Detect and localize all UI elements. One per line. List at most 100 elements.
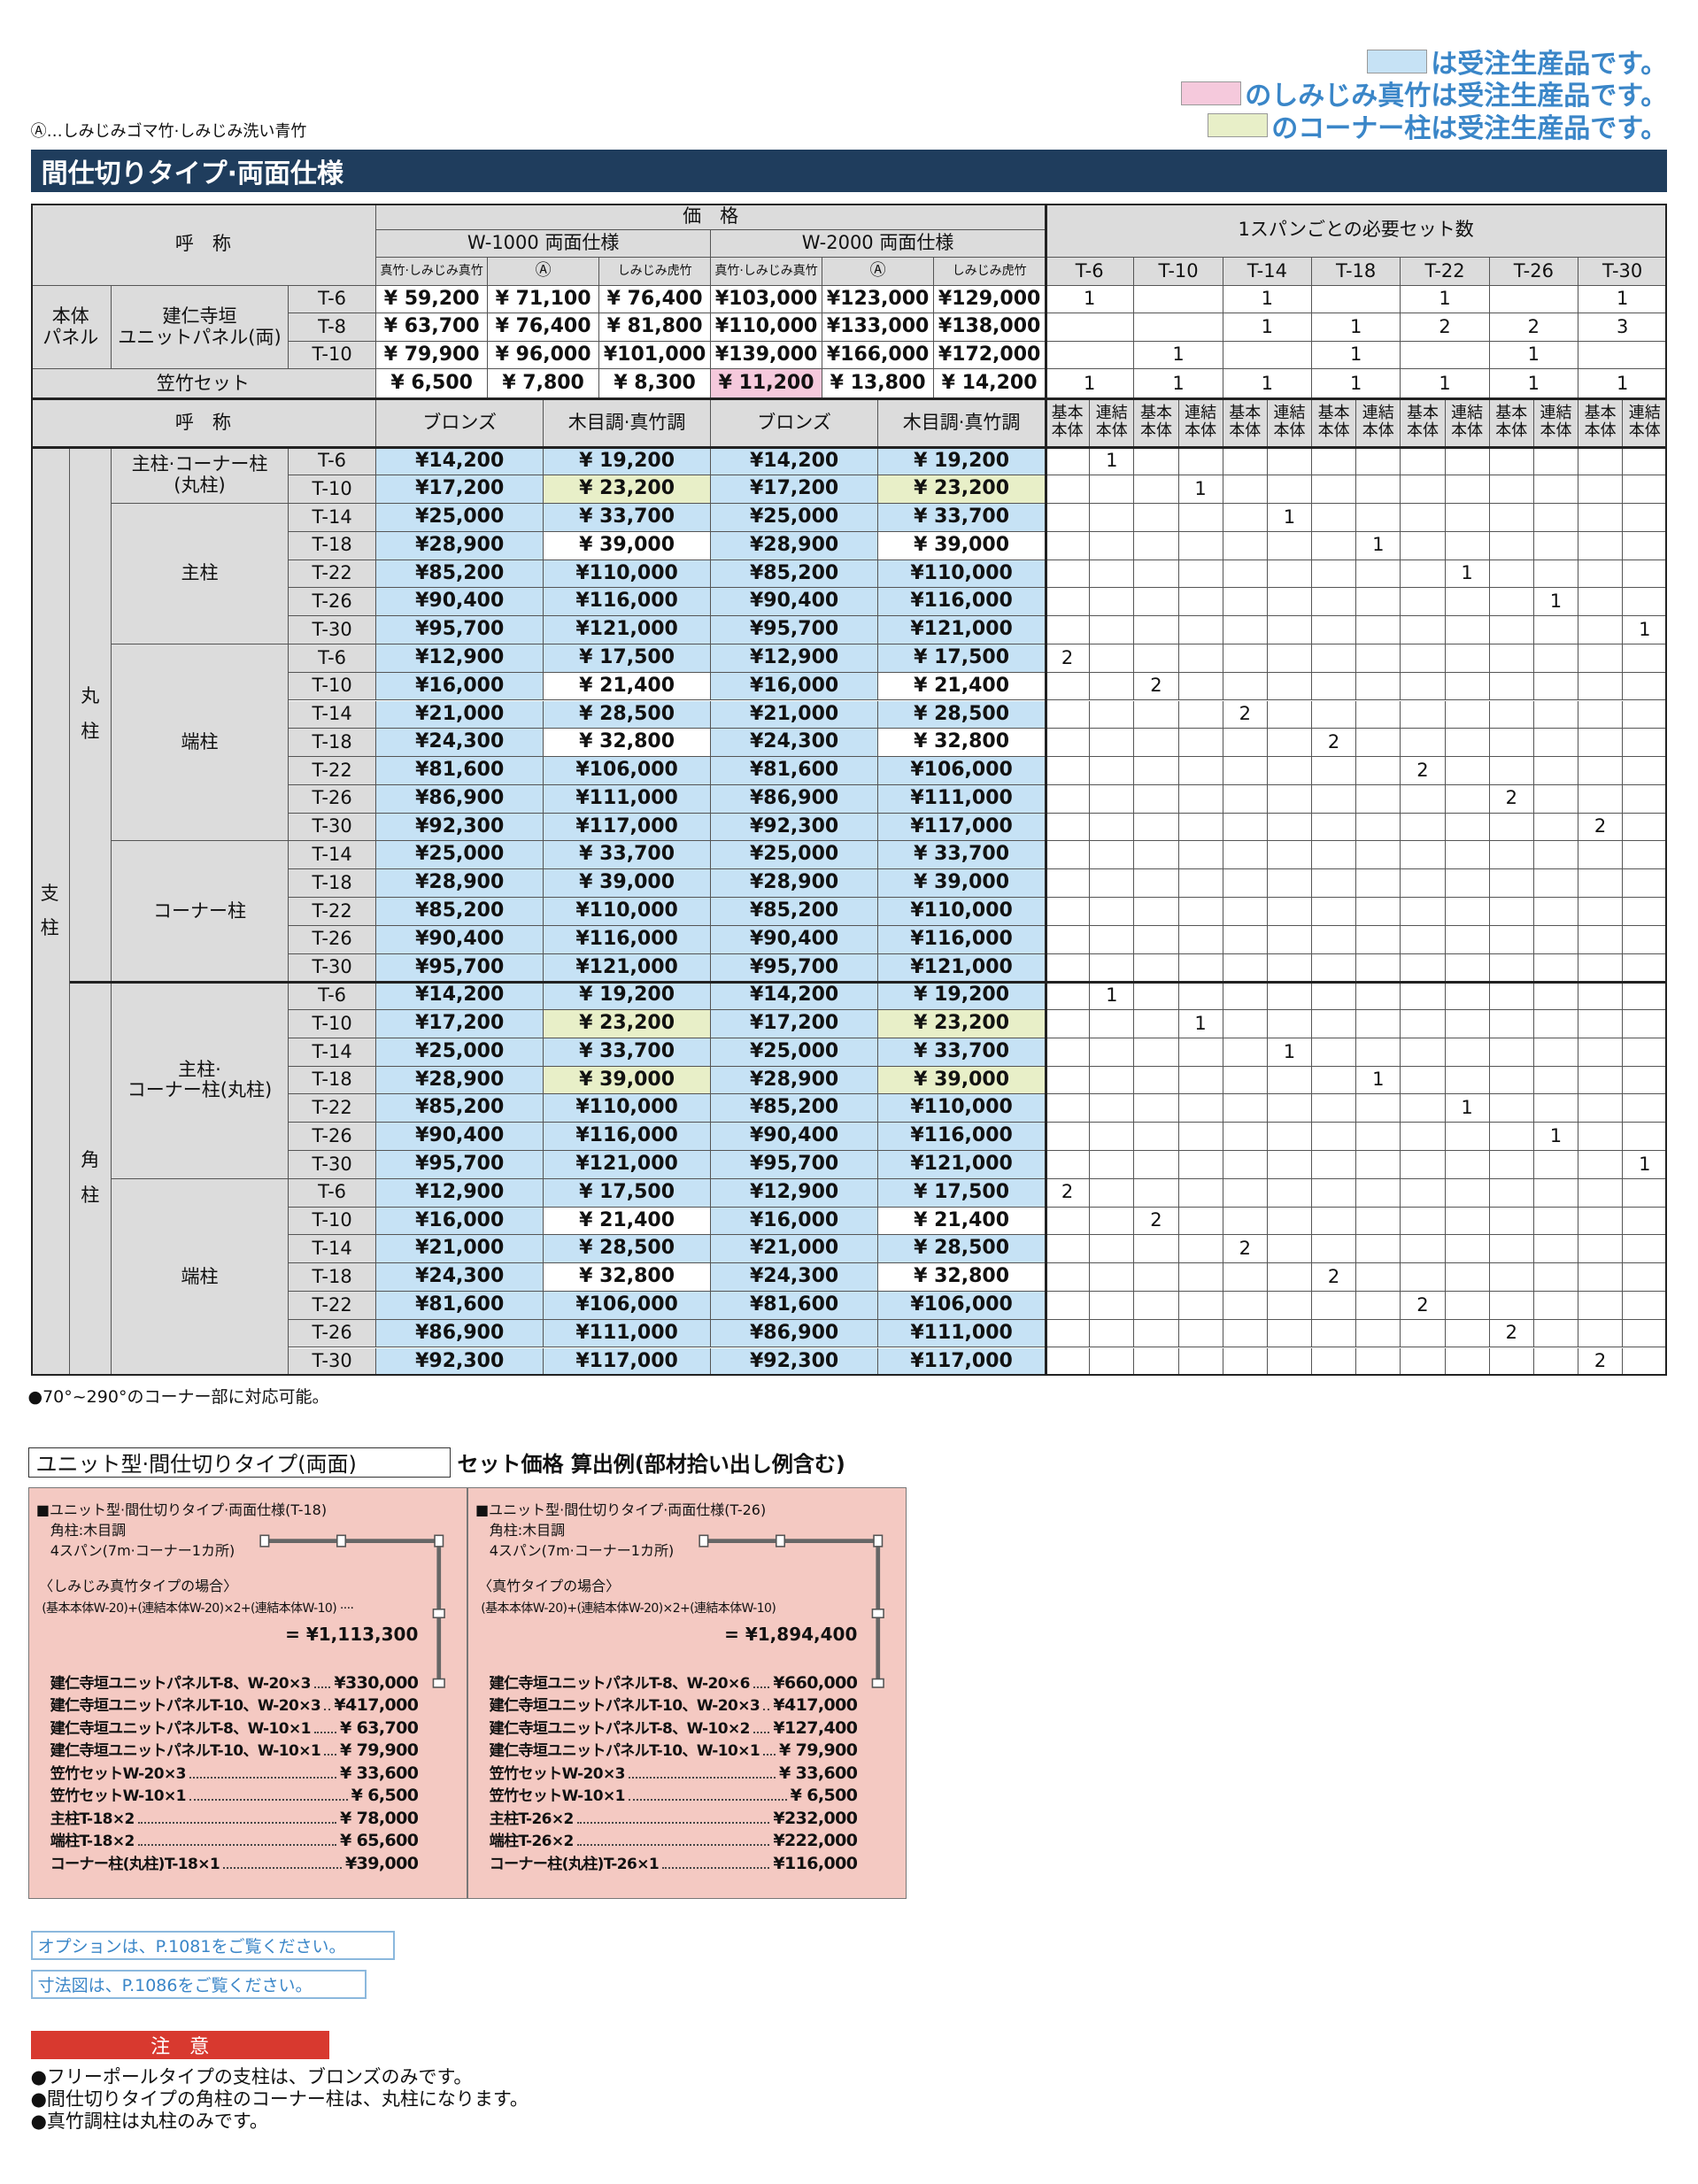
header-cell: 真竹·しみじみ真竹: [711, 258, 823, 286]
count-cell: [1178, 447, 1223, 476]
count-cell: [1489, 504, 1534, 532]
item-price: ¥ 79,900: [340, 1740, 419, 1761]
price-cell: ¥106,000: [544, 757, 712, 785]
count-cell: [1090, 898, 1135, 926]
count-cell: [1445, 925, 1490, 954]
price-cell: ¥25,000: [711, 1038, 879, 1067]
example-subheading: セット価格 算出例(部材拾い出し例含む): [457, 1452, 845, 1478]
count-cell: 2: [1046, 1178, 1091, 1208]
count-cell: [1312, 1151, 1357, 1179]
leader: [763, 1754, 776, 1756]
count-cell: [1578, 841, 1624, 870]
price-cell: ¥ 39,000: [878, 1066, 1046, 1095]
count-cell: [1046, 1151, 1091, 1179]
header-cell: 1スパンごとの必要セット数: [1046, 203, 1668, 259]
count-cell: [1178, 925, 1223, 954]
count-cell: [1046, 475, 1091, 505]
example-item: 笠竹セットW-20×3 ¥ 33,600: [490, 1763, 858, 1783]
layout-diagram: [259, 1534, 446, 1688]
count-cell: [1578, 672, 1624, 701]
count-cell: [1312, 560, 1357, 589]
count-cell: [1445, 869, 1490, 898]
count-cell: 1: [1578, 369, 1668, 399]
count-cell: [1401, 1123, 1446, 1151]
count-cell: [1578, 1207, 1624, 1236]
count-cell: [1267, 672, 1313, 701]
price-cell: ¥17,200: [711, 1010, 879, 1038]
text-line: 連結: [1628, 404, 1661, 423]
row-label: 笠竹セット: [30, 369, 377, 399]
price-cell: ¥ 23,200: [544, 475, 712, 505]
leader: [628, 1799, 787, 1802]
count-cell: [1134, 1123, 1179, 1151]
count-cell: 1: [1312, 369, 1401, 399]
count-cell: 1: [1267, 1038, 1313, 1067]
count-cell: 1: [1578, 285, 1668, 314]
count-cell: [1533, 475, 1579, 505]
count-cell: 3: [1578, 313, 1668, 342]
count-cell: [1356, 1319, 1401, 1348]
leader: [763, 1709, 770, 1711]
price-cell: ¥17,200: [376, 1010, 544, 1038]
count-cell: [1090, 504, 1135, 532]
count-cell: [1267, 813, 1313, 842]
size-label: T-26: [289, 925, 377, 954]
size-label: T-26: [289, 588, 377, 617]
count-cell: [1401, 588, 1446, 617]
count-cell: [1090, 1319, 1135, 1348]
count-cell: [1223, 869, 1268, 898]
price-cell: ¥ 33,700: [878, 504, 1046, 532]
price-cell: ¥139,000: [711, 341, 823, 370]
count-cell: [1533, 813, 1579, 842]
count-cell: [1223, 813, 1268, 842]
count-cell: [1533, 504, 1579, 532]
count-cell: [1356, 1123, 1401, 1151]
price-cell: ¥24,300: [711, 729, 879, 758]
count-cell: [1401, 560, 1446, 589]
count-cell: [1178, 757, 1223, 785]
price-cell: ¥ 76,400: [488, 313, 600, 342]
price-cell: ¥16,000: [376, 1207, 544, 1236]
count-cell: [1223, 475, 1268, 505]
count-cell: [1312, 1235, 1357, 1264]
count-cell: [1178, 953, 1223, 983]
count-cell: 1: [1312, 313, 1401, 342]
count-cell: [1578, 1066, 1624, 1095]
count-cell: [1090, 560, 1135, 589]
count-cell: [1267, 700, 1313, 729]
price-cell: ¥21,000: [711, 700, 879, 729]
example-box: [467, 1487, 907, 1899]
count-cell: [1223, 341, 1312, 370]
text-line: コーナー柱: [153, 899, 246, 922]
count-cell: [1489, 1123, 1534, 1151]
count-cell: 1: [1090, 447, 1135, 476]
leader: [223, 1866, 343, 1869]
count-cell: [1134, 1263, 1179, 1292]
count-cell: [1623, 813, 1668, 842]
price-cell: ¥138,000: [934, 313, 1046, 342]
count-cell: [1401, 1263, 1446, 1292]
header-cell: 基本 本体: [1046, 398, 1091, 448]
leader: [189, 1799, 348, 1802]
price-cell: ¥28,900: [711, 1066, 879, 1095]
item-price: ¥222,000: [773, 1831, 858, 1851]
count-cell: [1623, 1123, 1668, 1151]
price-cell: ¥ 11,200: [711, 369, 823, 399]
count-cell: [1623, 672, 1668, 701]
count-cell: [1445, 729, 1490, 758]
count-cell: [1267, 1319, 1313, 1348]
count-cell: [1267, 1178, 1313, 1208]
count-cell: [1267, 475, 1313, 505]
text-line: 本体: [1051, 421, 1084, 441]
item-label: 建仁寺垣ユニットパネルT-10、W-20×3: [489, 1697, 760, 1716]
price-cell: ¥172,000: [934, 341, 1046, 370]
price-cell: ¥110,000: [544, 1094, 712, 1123]
count-cell: [1312, 1123, 1357, 1151]
price-cell: ¥ 81,800: [599, 313, 712, 342]
count-cell: [1046, 616, 1091, 644]
price-cell: ¥ 28,500: [878, 1235, 1046, 1264]
count-cell: [1178, 1291, 1223, 1320]
price-cell: ¥ 39,000: [878, 531, 1046, 560]
count-cell: [1134, 447, 1179, 476]
count-cell: [1134, 1178, 1179, 1208]
